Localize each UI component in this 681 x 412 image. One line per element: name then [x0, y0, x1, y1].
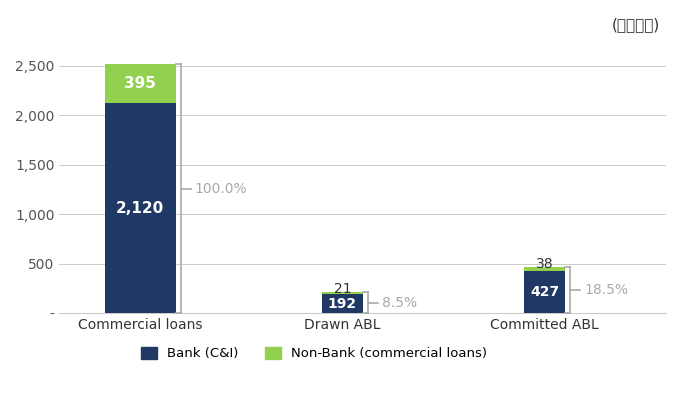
Text: 38: 38	[536, 257, 554, 271]
Text: 8.5%: 8.5%	[382, 296, 417, 310]
Text: 21: 21	[334, 282, 351, 296]
Text: 18.5%: 18.5%	[584, 283, 628, 297]
Bar	[524, 271, 565, 313]
Bar	[105, 103, 176, 313]
Bar	[105, 64, 176, 103]
Bar	[322, 294, 363, 313]
Bar	[322, 292, 363, 294]
Text: 427: 427	[530, 285, 559, 299]
Legend: Bank (C&I), Non-Bank (commercial loans): Bank (C&I), Non-Bank (commercial loans)	[136, 342, 492, 365]
Text: 2,120: 2,120	[116, 201, 164, 216]
Text: (십억달러): (십억달러)	[612, 17, 660, 33]
Bar	[524, 267, 565, 271]
Text: 395: 395	[125, 76, 156, 91]
Text: 192: 192	[328, 297, 357, 311]
Text: 100.0%: 100.0%	[195, 182, 247, 196]
